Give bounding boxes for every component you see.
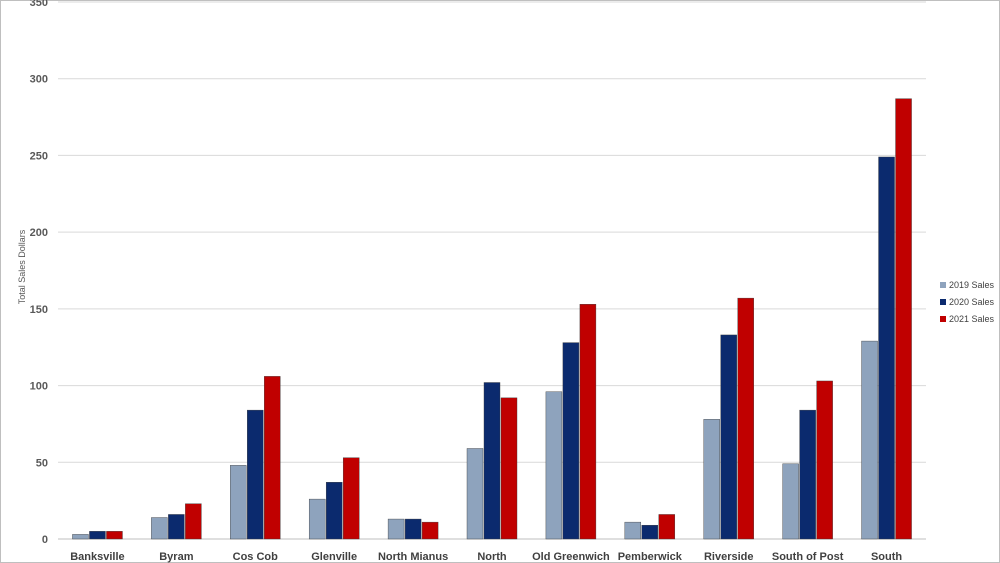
bar (624, 521, 642, 540)
y-axis-ticks: 0 50 100 150 200 250 300 350 (30, 0, 48, 546)
category-label: Glenville (311, 551, 357, 563)
y-tick-label: 300 (30, 74, 48, 86)
bar (72, 534, 89, 540)
legend-item-2021: 2021 Sales (940, 310, 994, 327)
bar (185, 503, 202, 540)
legend-label-2021: 2021 Sales (949, 313, 995, 324)
bar (720, 334, 737, 540)
bar (703, 419, 720, 540)
y-tick-label: 0 (42, 534, 48, 546)
legend-swatch-2020 (940, 298, 946, 305)
legend-label-2019: 2019 Sales (949, 279, 995, 290)
bar (500, 397, 518, 540)
y-tick-label: 50 (36, 457, 48, 469)
bar (799, 409, 816, 540)
bars (72, 98, 912, 540)
category-label: Old Greenwich (532, 551, 610, 563)
bar (247, 409, 264, 540)
bar (658, 514, 676, 540)
legend-item-2019: 2019 Sales (940, 276, 994, 293)
bar (404, 518, 422, 540)
category-label: Cos Cob (233, 551, 279, 563)
bar (737, 297, 754, 540)
legend-swatch-2021 (940, 315, 946, 322)
bar (782, 463, 799, 540)
category-label: South (871, 551, 902, 563)
bar (579, 304, 597, 540)
category-label: North Mianus (378, 551, 448, 563)
y-tick-label: 200 (30, 227, 48, 239)
bar (89, 531, 106, 540)
y-tick-label: 150 (30, 304, 48, 316)
category-labels: Banksville Byram Cos Cob Glenville North Mia… (70, 551, 902, 563)
bar (230, 465, 247, 540)
category-label: Pemberwick (618, 551, 683, 563)
bar (325, 482, 343, 540)
bar (168, 514, 185, 540)
bar (106, 531, 123, 540)
y-tick-label: 350 (30, 0, 48, 9)
bar (421, 521, 439, 540)
legend-item-2020: 2020 Sales (940, 293, 994, 310)
bar (387, 518, 405, 540)
bar (861, 340, 878, 540)
category-label: Riverside (704, 551, 754, 563)
category-label: North (477, 551, 507, 563)
legend-label-2020: 2020 Sales (949, 296, 995, 307)
y-tick-label: 100 (30, 381, 48, 393)
category-label: Banksville (70, 551, 124, 563)
y-axis-label: Total Sales Dollars (17, 229, 27, 305)
bar (308, 498, 326, 540)
category-label: Byram (159, 551, 193, 563)
y-tick-label: 250 (30, 150, 48, 162)
bar (483, 382, 501, 540)
bar (641, 524, 659, 540)
bar (151, 517, 168, 540)
bar (342, 457, 360, 540)
bar (562, 342, 580, 540)
bar (816, 380, 833, 540)
bar (545, 391, 563, 540)
bar (895, 98, 912, 540)
bar (264, 376, 281, 540)
category-label: South of Post (772, 551, 844, 563)
legend-swatch-2019 (940, 281, 946, 288)
bar (878, 156, 895, 540)
bar (466, 448, 484, 540)
gridlines (58, 1, 926, 540)
legend: 2019 Sales 2020 Sales 2021 Sales (940, 276, 994, 327)
